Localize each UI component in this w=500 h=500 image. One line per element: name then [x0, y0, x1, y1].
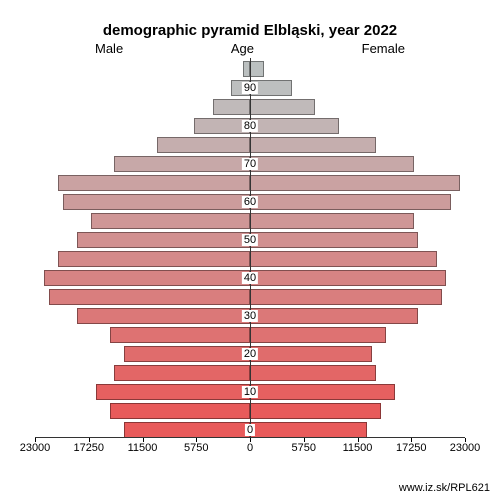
female-bar: [250, 403, 381, 419]
male-bar: [114, 365, 250, 381]
y-tick-label: 30: [242, 310, 258, 322]
male-bar: [44, 270, 250, 286]
female-bar: [250, 422, 367, 438]
y-tick-label: 70: [242, 158, 258, 170]
x-tick-label: 17250: [73, 442, 104, 454]
x-tick-label: 23000: [450, 442, 481, 454]
male-bar: [243, 61, 250, 77]
subtitle-row: Male Age Female: [35, 41, 465, 56]
female-bar: [250, 137, 376, 153]
male-label: Male: [95, 41, 123, 56]
y-tick-label: 40: [242, 272, 258, 284]
y-tick-label: 10: [242, 386, 258, 398]
chart-container: demographic pyramid Elbląski, year 2022 …: [35, 20, 465, 450]
x-axis-labels: 057505750115001150017250172502300023000: [35, 442, 465, 458]
male-bar: [213, 99, 250, 115]
male-bar: [63, 194, 250, 210]
female-bar: [250, 289, 442, 305]
x-tick-label: 23000: [20, 442, 51, 454]
y-tick-label: 90: [242, 82, 258, 94]
female-half: [250, 58, 465, 438]
male-bar: [96, 384, 250, 400]
x-tick-label: 5750: [292, 442, 316, 454]
male-bar: [58, 175, 250, 191]
x-tick-label: 11500: [128, 442, 158, 454]
x-tick-label: 0: [247, 442, 253, 454]
female-bar: [250, 175, 460, 191]
female-bar: [250, 308, 418, 324]
female-bar: [250, 232, 418, 248]
y-tick-label: 20: [242, 348, 258, 360]
male-bar: [124, 346, 250, 362]
male-bar: [77, 308, 250, 324]
male-bar: [49, 289, 250, 305]
y-tick-label: 80: [242, 120, 258, 132]
female-bar: [250, 384, 395, 400]
female-bar: [250, 213, 414, 229]
female-bar: [250, 251, 437, 267]
male-half: [35, 58, 250, 438]
female-bar: [250, 99, 315, 115]
male-bar: [124, 422, 250, 438]
male-bar: [110, 327, 250, 343]
x-tick-label: 5750: [184, 442, 208, 454]
y-axis: [250, 58, 251, 438]
chart-title: demographic pyramid Elbląski, year 2022: [35, 20, 465, 39]
male-bar: [91, 213, 250, 229]
x-tick-label: 17250: [396, 442, 427, 454]
source-url: www.iz.sk/RPL621: [399, 482, 490, 494]
male-bar: [157, 137, 250, 153]
female-bar: [250, 365, 376, 381]
male-bar: [114, 156, 250, 172]
female-bar: [250, 270, 446, 286]
age-label: Age: [231, 41, 254, 56]
male-bar: [110, 403, 250, 419]
y-tick-label: 60: [242, 196, 258, 208]
female-label: Female: [362, 41, 405, 56]
plot-area: 0 10 20 30 40 50 60 70 80 90: [35, 58, 465, 438]
female-bar: [250, 118, 339, 134]
female-bar: [250, 327, 386, 343]
y-tick-label: 0: [245, 424, 255, 436]
female-bar: [250, 346, 372, 362]
male-bar: [77, 232, 250, 248]
male-bar: [58, 251, 250, 267]
female-bar: [250, 61, 264, 77]
female-bar: [250, 194, 451, 210]
female-bar: [250, 156, 414, 172]
x-tick-label: 11500: [343, 442, 373, 454]
y-tick-label: 50: [242, 234, 258, 246]
